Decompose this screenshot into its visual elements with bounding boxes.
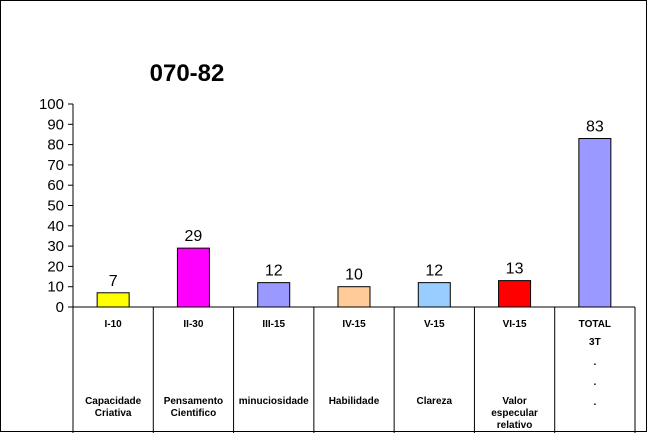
bar bbox=[257, 282, 291, 308]
table-cell-text: . bbox=[593, 357, 596, 368]
bar bbox=[498, 280, 532, 308]
table-cell-text: Cientifico bbox=[171, 408, 217, 419]
y-tick-label: 60 bbox=[47, 177, 64, 194]
y-tick-label: 50 bbox=[47, 198, 64, 215]
table-cell-text: Capacidade bbox=[85, 396, 142, 407]
y-tick-label: 20 bbox=[47, 258, 64, 275]
category-label: IV-15 bbox=[342, 319, 366, 330]
category-label: TOTAL bbox=[579, 319, 611, 330]
category-table: I-10 II-30 III-15 IV-15 V-15 VI-15 TOTAL 3T... C… bbox=[72, 306, 636, 433]
data-label: 7 bbox=[109, 273, 118, 290]
y-tick-label: 70 bbox=[47, 157, 64, 174]
table-cell-text: Pensamento bbox=[164, 396, 223, 407]
table-cell-text: Habilidade bbox=[329, 396, 380, 407]
category-label: VI-15 bbox=[503, 319, 527, 330]
category-label: III-15 bbox=[262, 319, 285, 330]
table-cell-text: . bbox=[593, 377, 596, 388]
table-cell-text: 3T bbox=[589, 337, 601, 348]
category-label: I-10 bbox=[105, 319, 123, 330]
table-cell-text: relativo bbox=[497, 420, 533, 431]
y-tick-label: 90 bbox=[47, 116, 64, 133]
chart-title: 070-82 bbox=[150, 60, 225, 87]
bar bbox=[337, 286, 371, 308]
bars: 7 29 12 10 12 13 83 bbox=[96, 119, 612, 308]
table-cell-text: . bbox=[593, 397, 596, 408]
bar bbox=[578, 138, 612, 308]
y-tick-label: 0 bbox=[56, 299, 64, 316]
data-label: 12 bbox=[265, 263, 283, 280]
data-label: 13 bbox=[506, 261, 524, 278]
data-label: 12 bbox=[425, 263, 443, 280]
y-tick-label: 80 bbox=[47, 137, 64, 154]
bar bbox=[176, 247, 210, 308]
table-cell-text: Criativa bbox=[95, 408, 132, 419]
table-cell-text: Clareza bbox=[416, 396, 452, 407]
table-cell-text: minuciosidade bbox=[239, 396, 309, 407]
category-label: V-15 bbox=[424, 319, 445, 330]
bar bbox=[96, 292, 130, 308]
y-tick-label: 100 bbox=[39, 96, 64, 113]
data-label: 29 bbox=[185, 228, 203, 245]
category-label: II-30 bbox=[183, 319, 203, 330]
table-cell-text: especular bbox=[491, 408, 538, 419]
data-label: 10 bbox=[345, 267, 363, 284]
y-tick-label: 30 bbox=[47, 238, 64, 255]
data-label: 83 bbox=[586, 119, 604, 136]
y-tick-label: 10 bbox=[47, 279, 64, 296]
y-axis: 0 10 20 30 40 50 60 70 80 90 100 bbox=[39, 96, 74, 316]
y-tick-label: 40 bbox=[47, 218, 64, 235]
bar bbox=[417, 282, 451, 308]
table-cell-text: Valor bbox=[502, 396, 527, 407]
